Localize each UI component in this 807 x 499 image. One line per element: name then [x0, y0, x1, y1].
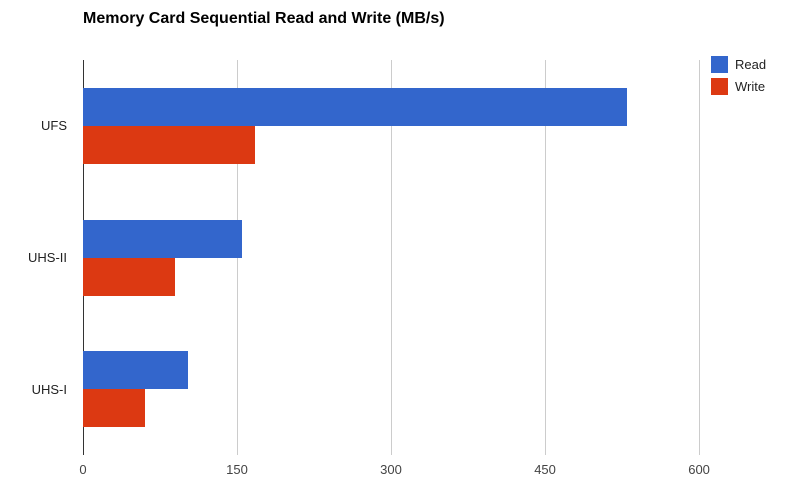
chart-title: Memory Card Sequential Read and Write (M… — [83, 10, 445, 27]
bar-group-uhs-ii — [83, 192, 735, 324]
category-label-ufs: UFS — [41, 118, 67, 134]
bar-group-uhs-i — [83, 323, 735, 455]
bar-group-ufs — [83, 60, 735, 192]
y-axis-labels: UFS UHS-II UHS-I — [0, 60, 75, 455]
x-axis-labels: 0 150 300 450 600 — [79, 462, 735, 482]
bar-read-ufs — [83, 87, 628, 126]
x-tick-label: 150 — [226, 462, 248, 477]
category-label-uhs-ii: UHS-II — [28, 250, 67, 265]
gridline — [391, 60, 393, 455]
x-tick-label: 300 — [380, 462, 402, 477]
legend: Read Write — [711, 56, 766, 100]
plot-area — [83, 60, 735, 455]
bar-groups — [83, 60, 735, 455]
legend-label-write: Write — [735, 79, 766, 94]
legend-item-read: Read — [711, 56, 766, 73]
legend-label-read: Read — [735, 57, 767, 72]
gridline — [237, 60, 239, 455]
legend-swatch-write — [711, 78, 728, 95]
legend-item-write: Write — [711, 78, 766, 95]
bar-read-uhs-ii — [83, 219, 243, 258]
x-tick-label: 600 — [688, 462, 710, 477]
category-label-uhs-i: UHS-I — [31, 381, 67, 397]
x-tick-label: 450 — [534, 462, 556, 477]
bar-write-ufs — [83, 125, 256, 164]
bar-write-uhs-i — [83, 389, 145, 428]
x-tick-label: 0 — [79, 462, 87, 477]
gridline — [545, 60, 547, 455]
gridline — [699, 60, 701, 455]
legend-swatch-read — [711, 56, 728, 73]
bar-read-uhs-i — [83, 351, 188, 390]
bar-write-uhs-ii — [83, 257, 176, 296]
